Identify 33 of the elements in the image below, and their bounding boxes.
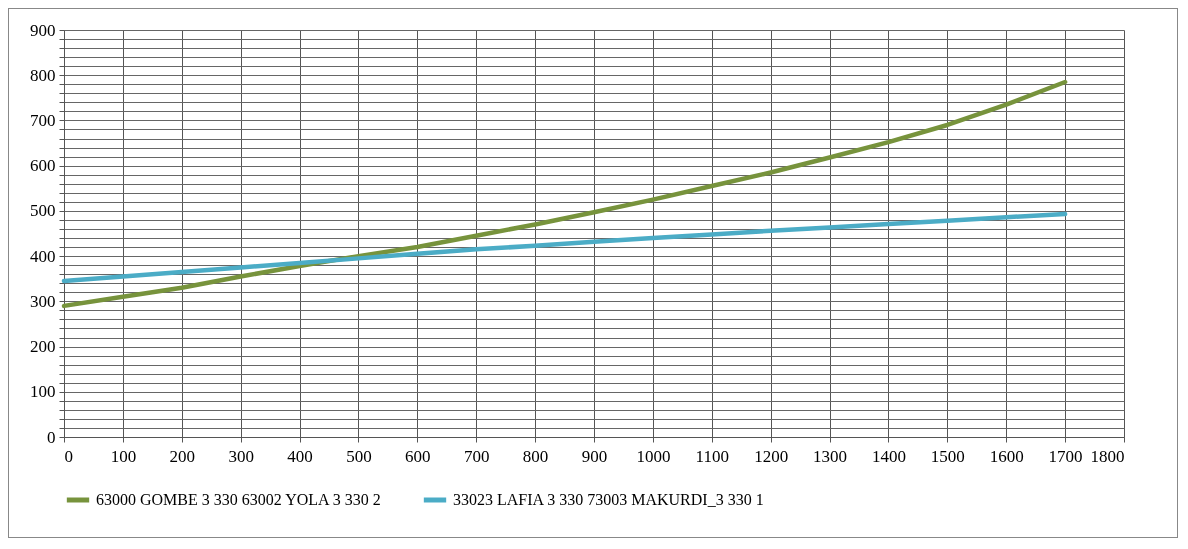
x-tick-label: 0 [64, 446, 73, 466]
y-tick-label: 700 [30, 110, 56, 130]
x-tick-label: 1200 [754, 446, 789, 466]
x-tick-label: 400 [287, 446, 313, 466]
y-tick-label: 300 [30, 291, 56, 311]
x-tick-label: 1000 [636, 446, 671, 466]
x-tick-label: 700 [463, 446, 490, 466]
x-tick-label: 900 [581, 446, 608, 466]
x-tick-label: 600 [405, 446, 431, 466]
y-tick-label: 100 [30, 382, 56, 402]
x-tick-label: 500 [346, 446, 372, 466]
x-tick-label: 1400 [871, 446, 906, 466]
y-tick-label: 400 [30, 246, 56, 266]
line-series [61, 79, 1068, 309]
y-tick-label: 0 [47, 427, 56, 447]
x-tick-label: 1800 [1090, 446, 1125, 466]
x-tick-label: 200 [169, 446, 196, 466]
x-tick-label: 1600 [989, 446, 1024, 466]
line-series [61, 211, 1068, 284]
legend-label: 63000 GOMBE 3 330 63002 YOLA 3 330 2 [96, 491, 381, 508]
legend-label: 33023 LAFIA 3 330 73003 MAKURDI_3 330 1 [453, 491, 764, 508]
x-tick-label: 300 [228, 446, 254, 466]
x-tick-label: 800 [522, 446, 549, 466]
y-tick-label: 600 [30, 156, 56, 176]
y-tick-label: 900 [30, 20, 56, 40]
x-tick-label: 1500 [930, 446, 965, 466]
x-tick-label: 1100 [695, 446, 729, 466]
x-tick-label: 100 [110, 446, 137, 466]
y-tick-label: 800 [30, 65, 56, 85]
y-tick-label: 200 [30, 337, 56, 357]
y-tick-label: 500 [30, 201, 56, 221]
x-tick-label: 1700 [1048, 446, 1083, 466]
x-tick-label: 1300 [813, 446, 848, 466]
